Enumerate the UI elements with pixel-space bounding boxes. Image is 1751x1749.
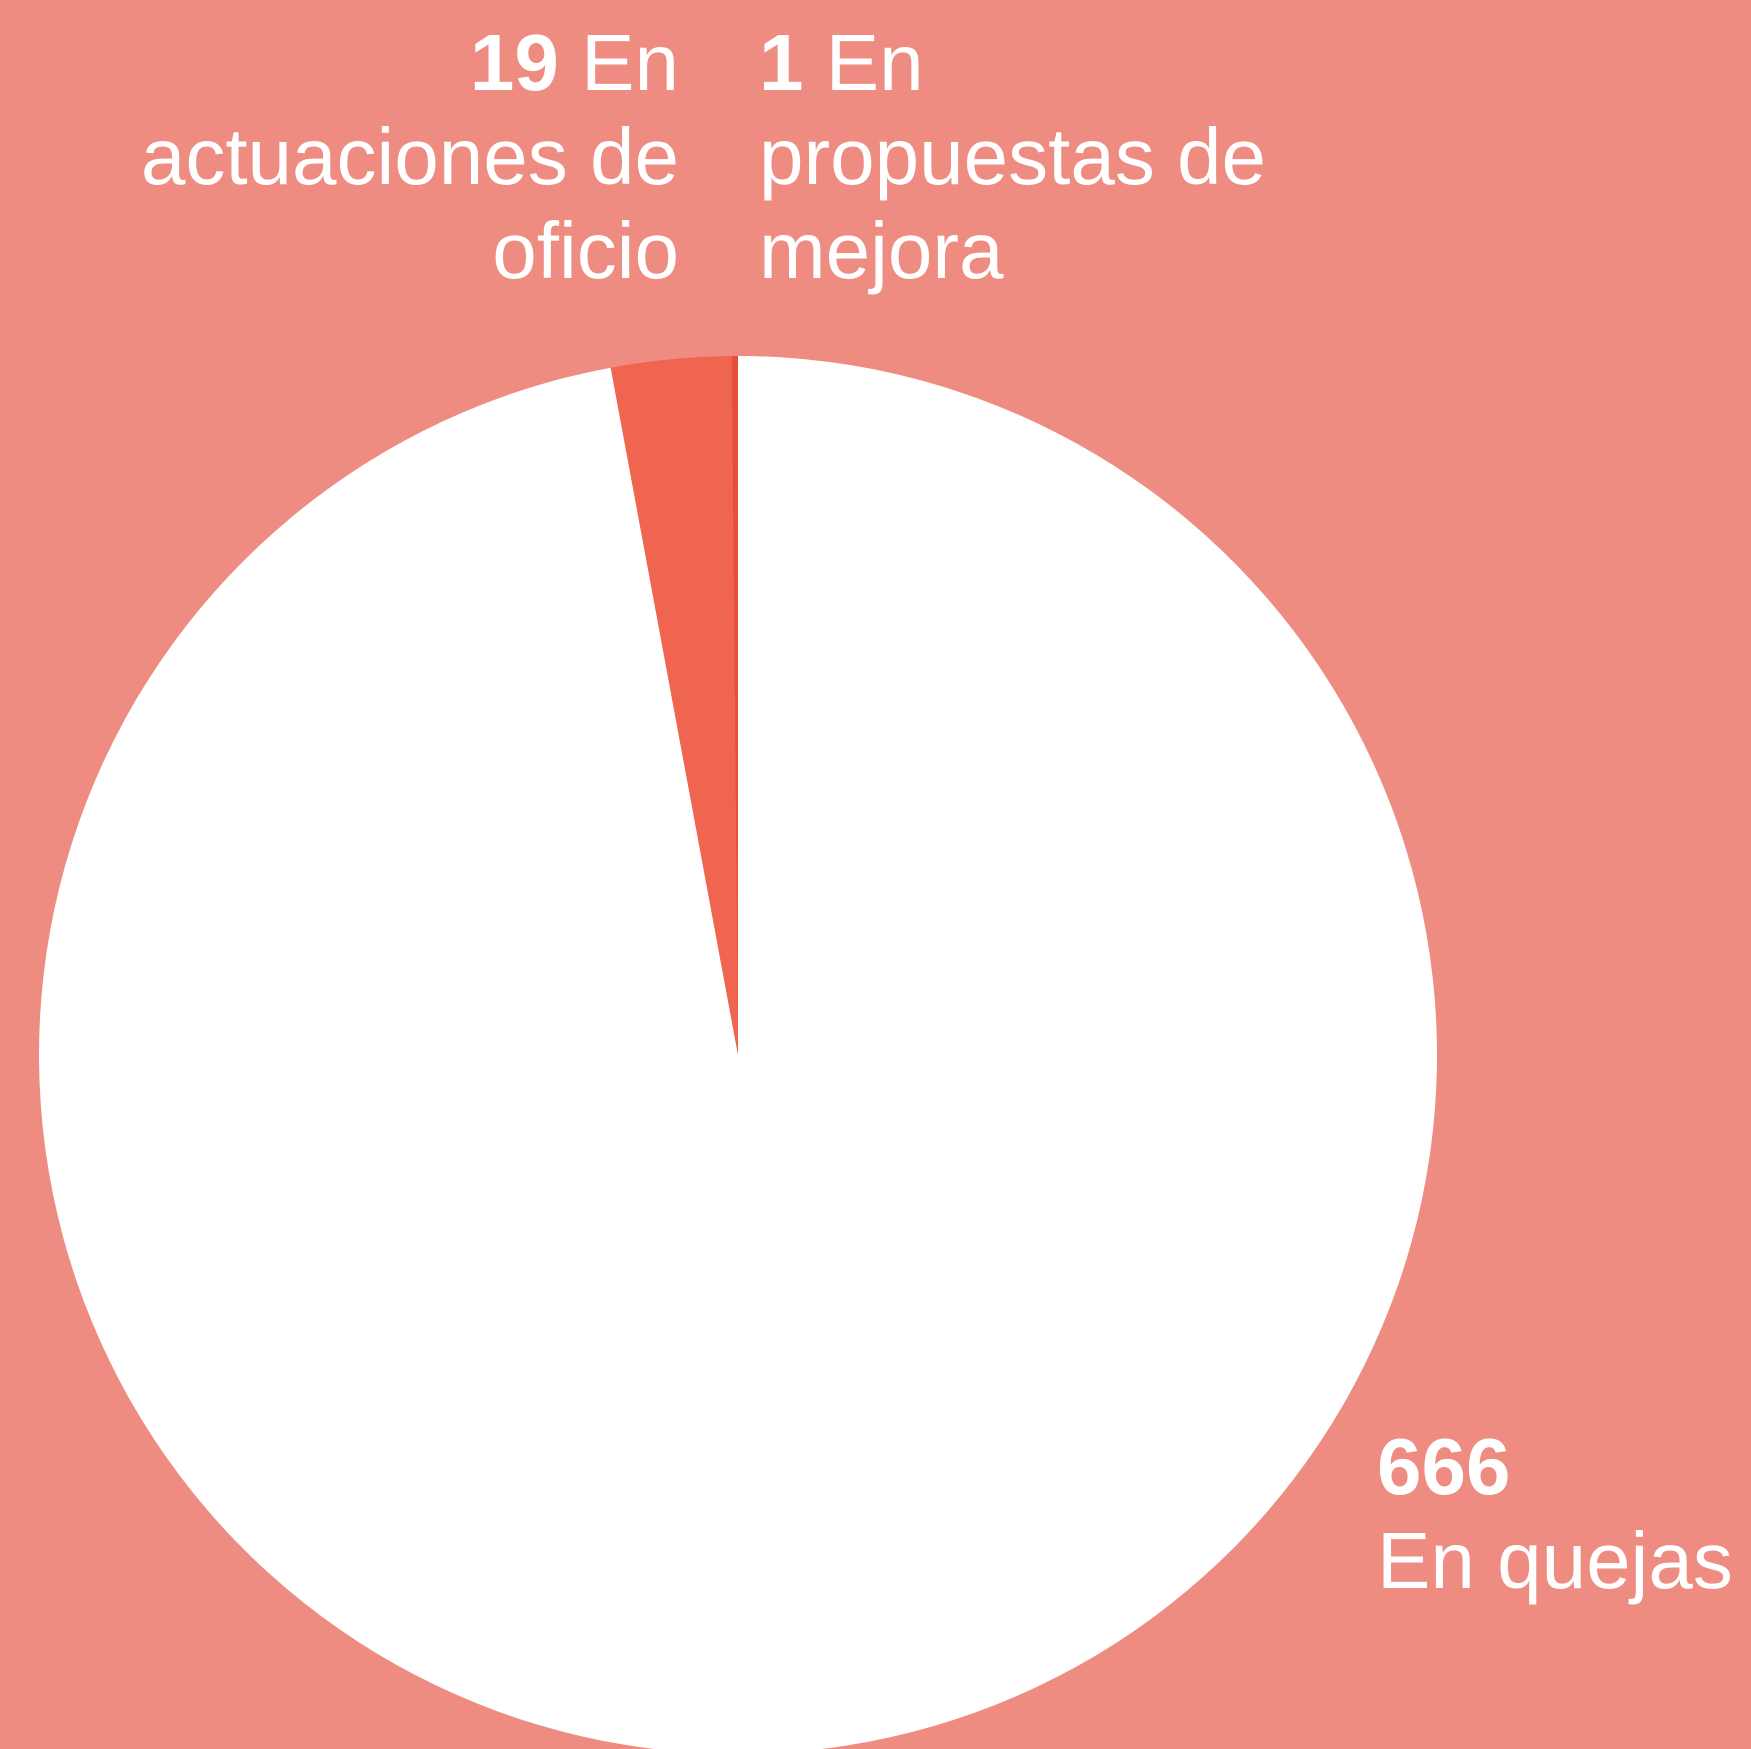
value-label: 666 (1377, 1422, 1511, 1511)
value-label: 1 (759, 18, 804, 107)
value-label: 19 (469, 18, 559, 107)
pie-slice (39, 356, 1437, 1749)
slice-label: 1 En propuestas de mejora (759, 16, 1319, 298)
category-label: En quejas (1377, 1516, 1733, 1605)
pie-slice (731, 356, 738, 1055)
slice-label: 666 En quejas (1377, 1420, 1747, 1608)
slice-label: 19 En actuaciones de oficio (119, 16, 679, 298)
pie-slice (610, 356, 738, 1056)
category-label: En propuestas de mejora (759, 18, 1267, 295)
category-label: En actuaciones de oficio (140, 18, 679, 295)
